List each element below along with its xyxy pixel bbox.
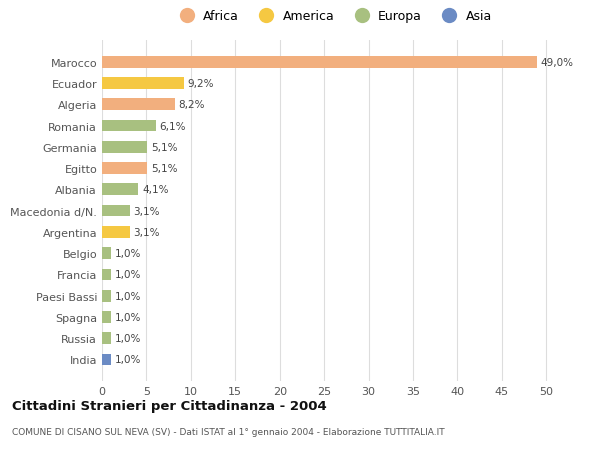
Bar xyxy=(102,57,538,68)
Bar xyxy=(102,120,156,132)
Text: 4,1%: 4,1% xyxy=(142,185,169,195)
Bar xyxy=(102,78,184,90)
Text: 1,0%: 1,0% xyxy=(115,334,141,343)
Text: Cittadini Stranieri per Cittadinanza - 2004: Cittadini Stranieri per Cittadinanza - 2… xyxy=(12,399,327,412)
Bar xyxy=(102,248,111,259)
Text: 9,2%: 9,2% xyxy=(187,79,214,89)
Bar xyxy=(102,227,130,238)
Text: COMUNE DI CISANO SUL NEVA (SV) - Dati ISTAT al 1° gennaio 2004 - Elaborazione TU: COMUNE DI CISANO SUL NEVA (SV) - Dati IS… xyxy=(12,427,445,436)
Legend: Africa, America, Europa, Asia: Africa, America, Europa, Asia xyxy=(174,10,492,23)
Text: 3,1%: 3,1% xyxy=(133,227,160,237)
Bar xyxy=(102,184,139,196)
Bar xyxy=(102,311,111,323)
Text: 1,0%: 1,0% xyxy=(115,270,141,280)
Bar xyxy=(102,163,148,174)
Text: 8,2%: 8,2% xyxy=(178,100,205,110)
Text: 6,1%: 6,1% xyxy=(160,121,186,131)
Text: 5,1%: 5,1% xyxy=(151,164,178,174)
Bar xyxy=(102,269,111,280)
Bar xyxy=(102,290,111,302)
Text: 1,0%: 1,0% xyxy=(115,355,141,365)
Bar xyxy=(102,354,111,365)
Bar xyxy=(102,205,130,217)
Text: 5,1%: 5,1% xyxy=(151,142,178,152)
Text: 3,1%: 3,1% xyxy=(133,206,160,216)
Bar xyxy=(102,333,111,344)
Text: 49,0%: 49,0% xyxy=(541,57,574,67)
Text: 1,0%: 1,0% xyxy=(115,291,141,301)
Bar xyxy=(102,142,148,153)
Bar xyxy=(102,99,175,111)
Text: 1,0%: 1,0% xyxy=(115,249,141,258)
Text: 1,0%: 1,0% xyxy=(115,312,141,322)
